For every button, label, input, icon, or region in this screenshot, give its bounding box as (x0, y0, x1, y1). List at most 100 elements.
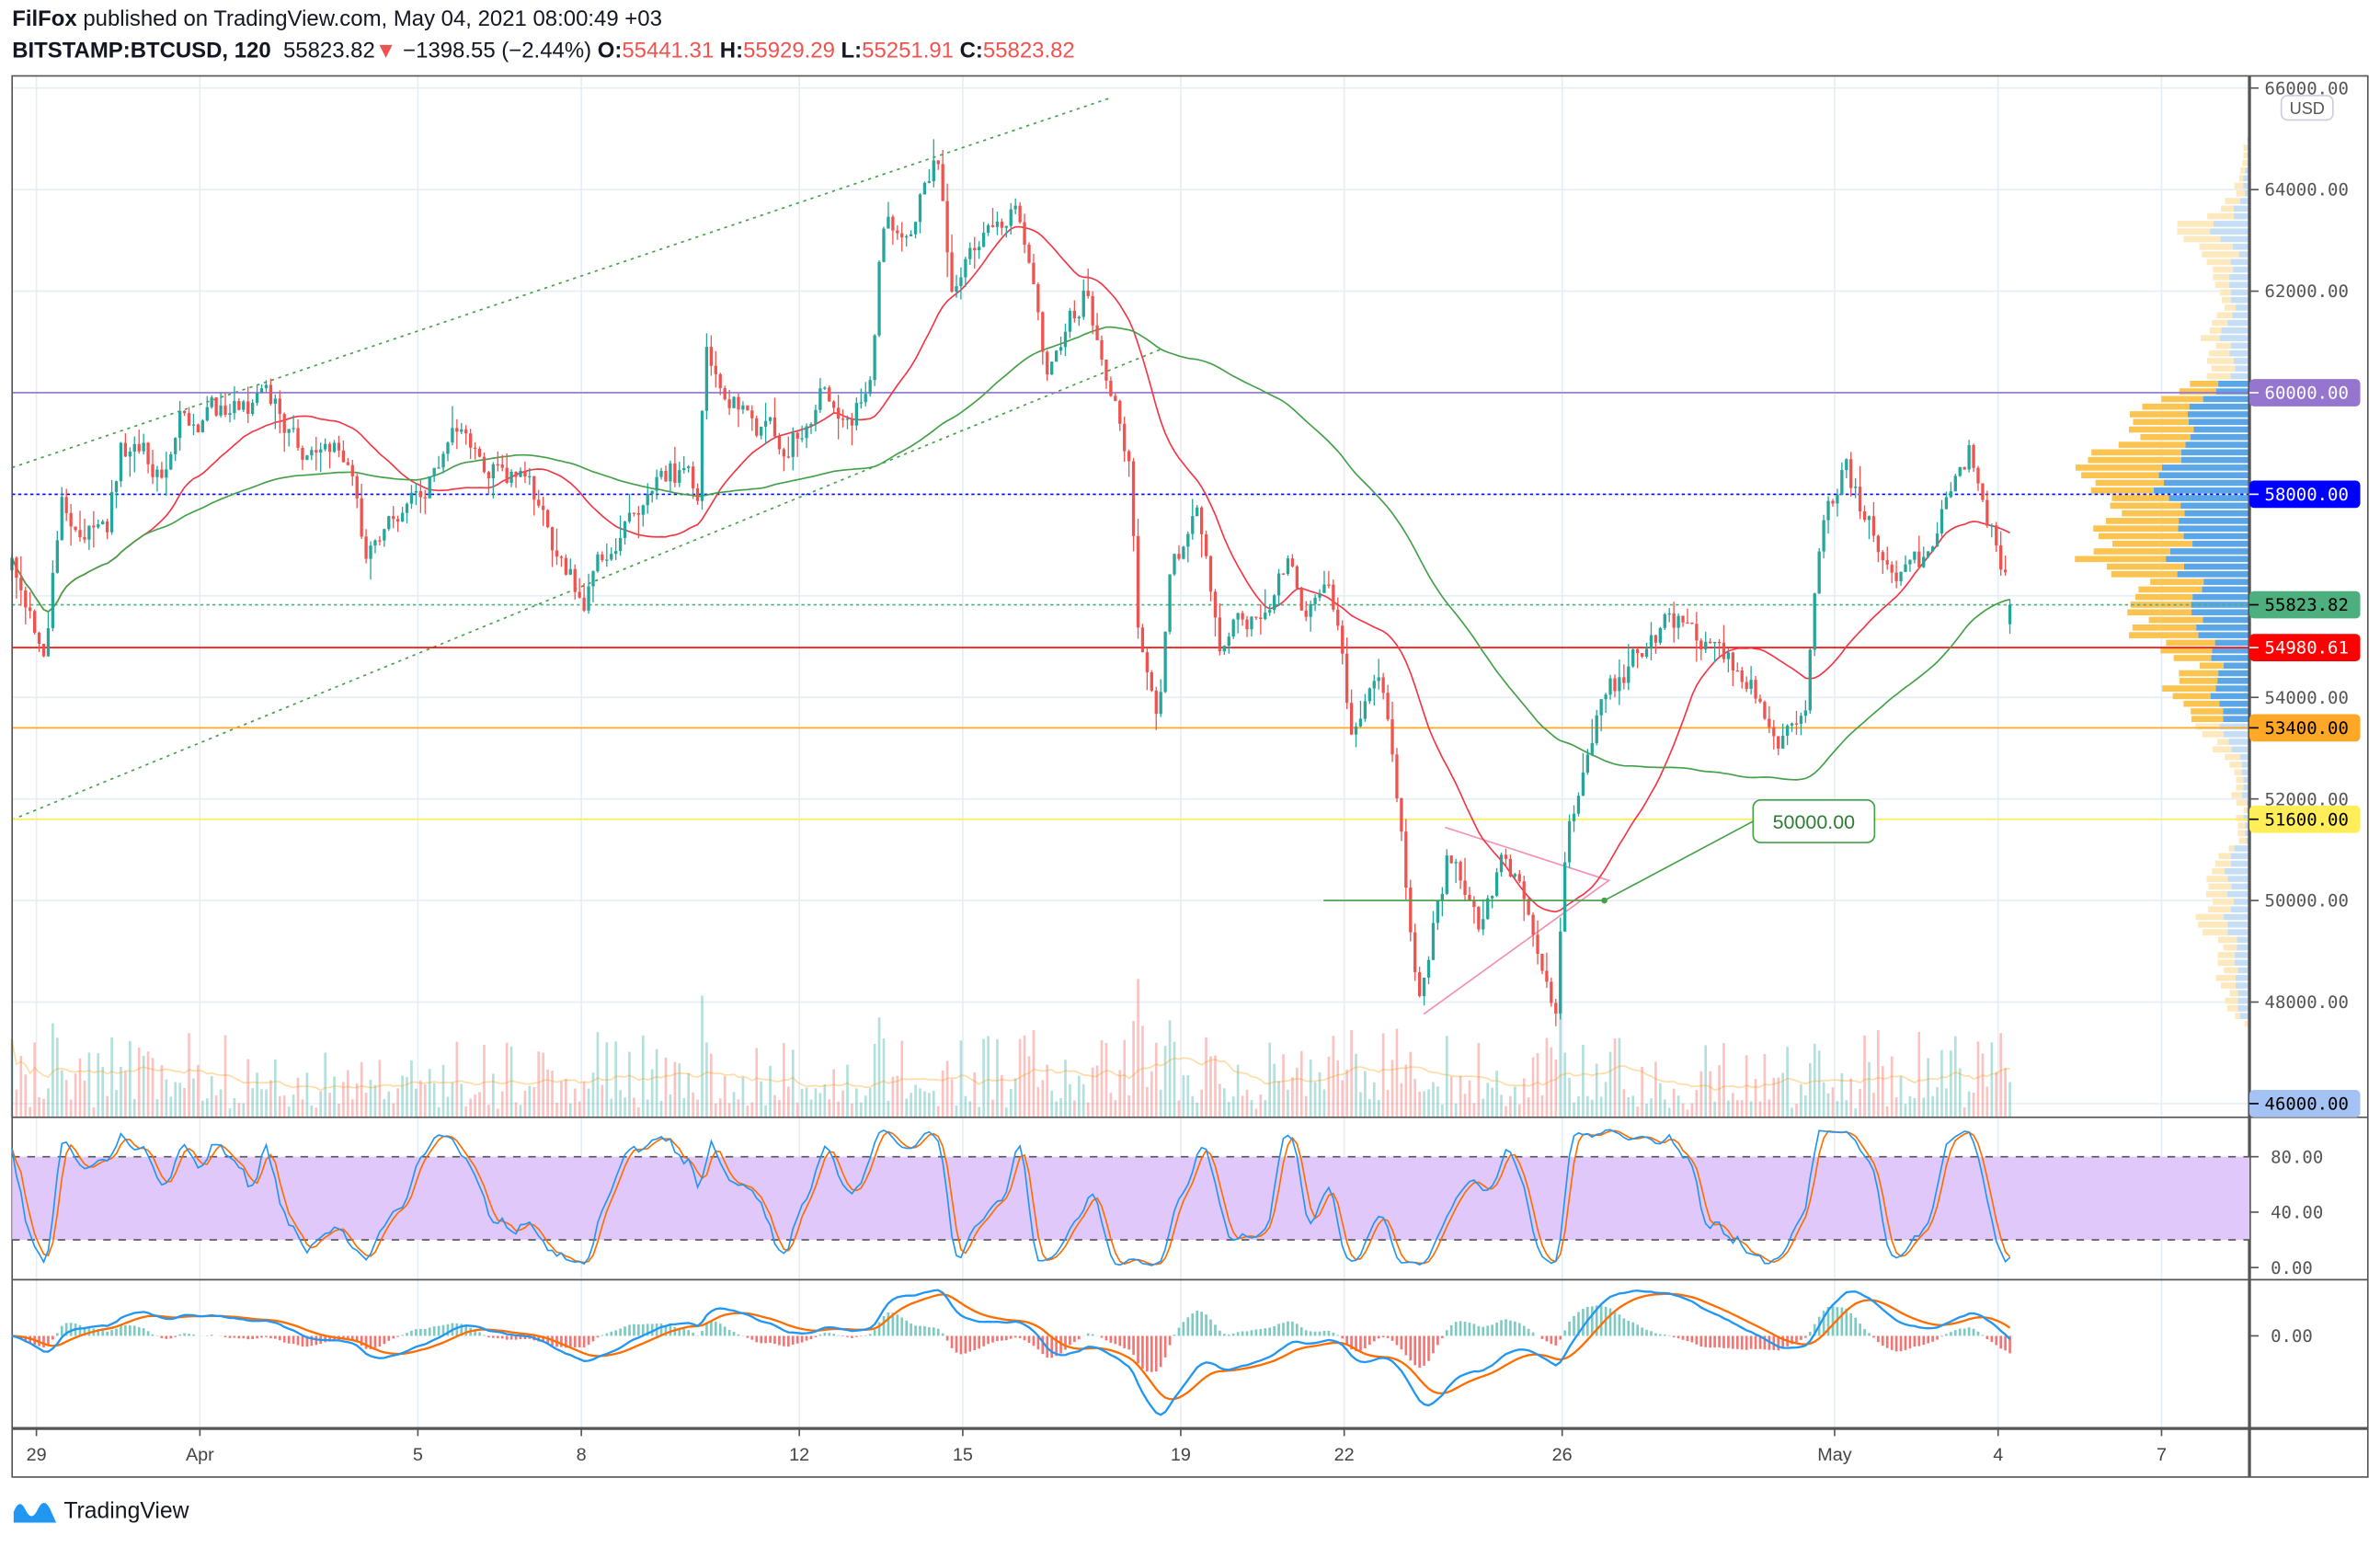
price-label-box[interactable] (2249, 634, 2361, 661)
volume-bar (301, 1099, 304, 1117)
price-label-box[interactable] (2249, 480, 2361, 509)
candle-body (1140, 627, 1145, 653)
price-label-box[interactable] (2249, 379, 2361, 407)
price-label-box[interactable] (2249, 590, 2361, 619)
volume-bar (1754, 1079, 1757, 1117)
volume-bar (696, 1099, 699, 1117)
candle (1236, 613, 1240, 634)
candle-body (259, 388, 264, 394)
volume-profile-up-bar (2246, 837, 2250, 844)
volume-profile-up-bar (2219, 335, 2250, 341)
volume-bar (1672, 1088, 1676, 1117)
candle-body (327, 443, 332, 453)
volume-bar (601, 1084, 604, 1117)
macd-histogram-bar (1927, 1335, 1929, 1344)
volume-bar (64, 1080, 68, 1117)
candle (1849, 452, 1853, 498)
candle-body (1845, 459, 1848, 471)
volume-bar (106, 1095, 109, 1117)
candle-body (1927, 551, 1930, 557)
volume-profile-down-bar (2238, 175, 2244, 182)
volume-profile-up-bar (2243, 182, 2250, 189)
macd-histogram-bar (1599, 1305, 1603, 1336)
volume-profile-up-bar (2191, 609, 2250, 616)
candle-body (1286, 558, 1290, 575)
macd-histogram-bar (269, 1335, 272, 1339)
macd-histogram-bar (56, 1333, 59, 1336)
candle (78, 510, 82, 543)
candle (160, 462, 164, 479)
candle (1241, 611, 1244, 626)
candle (378, 535, 382, 546)
volume-bar (1881, 1066, 1884, 1117)
tradingview-logo[interactable]: TradingView (12, 1496, 189, 1524)
candle (1118, 399, 1122, 431)
candle (1944, 491, 1949, 510)
candle-body (673, 463, 677, 483)
volume-profile-up-bar (2179, 518, 2250, 524)
candle (1336, 597, 1340, 631)
volume-bar (928, 1093, 931, 1117)
volume-bar (1395, 1028, 1399, 1117)
macd-histogram-bar (1427, 1335, 1430, 1361)
macd-histogram-bar (587, 1335, 590, 1346)
symbol-name[interactable]: BITSTAMP:BTCUSD, 120 (12, 39, 271, 64)
candle (142, 433, 145, 455)
candle-body (282, 414, 286, 433)
candle (355, 473, 359, 509)
macd-histogram-bar (1214, 1324, 1217, 1336)
time-tick-label: 26 (1552, 1445, 1573, 1465)
candle (1550, 978, 1553, 1007)
volume-profile-down-bar (2237, 822, 2246, 829)
volume-bar (24, 1074, 28, 1117)
candle (1299, 586, 1303, 611)
volume-bar (1695, 1090, 1699, 1117)
volume-profile-down-bar (2172, 693, 2211, 700)
price-label-box[interactable] (2249, 714, 2361, 742)
macd-histogram-bar (328, 1335, 331, 1342)
candle (87, 525, 91, 550)
candle (473, 441, 477, 460)
candle (1649, 622, 1653, 660)
candle (264, 380, 269, 392)
price-label-text: 54980.61 (2265, 638, 2349, 659)
candle-body (151, 464, 154, 477)
candle-body (1322, 584, 1326, 593)
volume-profile-down-bar (2236, 799, 2247, 807)
candle-body (1740, 670, 1744, 682)
macd-histogram-bar (1718, 1335, 1721, 1347)
volume-profile-up-bar (2233, 205, 2250, 212)
volume-profile-down-bar (2218, 853, 2232, 860)
volume-bar (1191, 1095, 1195, 1117)
candle (1826, 496, 1830, 534)
candle-body (532, 476, 536, 500)
candle (1794, 710, 1799, 736)
candle-body (1004, 225, 1008, 228)
candle (405, 502, 409, 523)
publish-info: FilFox published on TradingView.com, May… (12, 7, 662, 31)
currency-button[interactable] (2280, 95, 2334, 121)
candle (922, 181, 927, 195)
author-name[interactable]: FilFox (12, 7, 77, 32)
price-label-box[interactable] (2249, 805, 2361, 833)
volume-bar (1627, 1096, 1631, 1117)
volume-bar (1786, 1047, 1789, 1117)
volume-bar (487, 1105, 490, 1117)
volume-bar (1036, 1086, 1040, 1117)
volume-bar (383, 1099, 386, 1117)
macd-histogram-bar (1740, 1335, 1744, 1350)
candle (1182, 545, 1185, 560)
time-tick-label: 12 (789, 1445, 809, 1465)
candle-body (582, 597, 586, 611)
volume-profile-down-bar (2138, 586, 2203, 593)
callout-box[interactable] (1752, 798, 1876, 843)
volume-bar (1018, 1038, 1022, 1117)
price-label-box[interactable] (2249, 1090, 2361, 1117)
volume-bar (900, 1040, 904, 1117)
macd-histogram-bar (1985, 1335, 1989, 1340)
candle-body (1876, 535, 1881, 553)
macd-histogram-bar (1486, 1325, 1490, 1336)
macd-histogram-bar (633, 1324, 635, 1336)
macd-histogram-bar (1355, 1335, 1357, 1352)
